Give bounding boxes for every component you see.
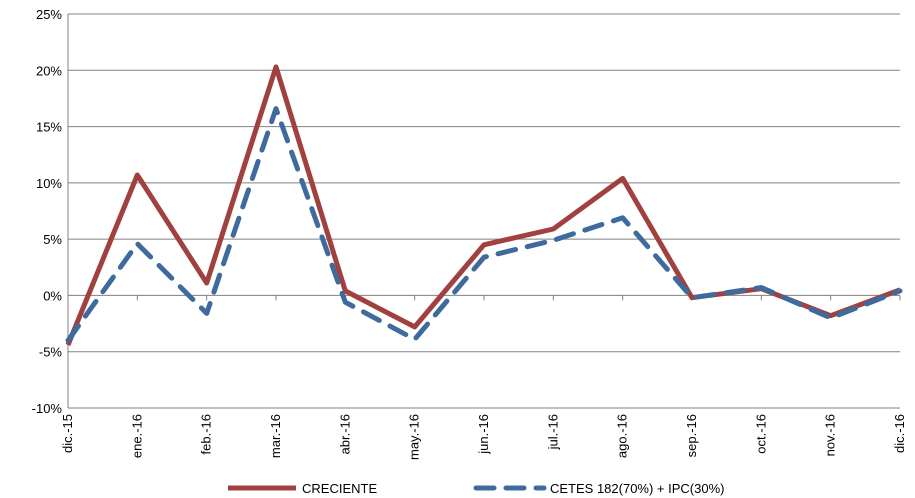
x-tick-label: dic.-16 <box>892 414 907 453</box>
x-axis-tick-labels: dic.-15 ene.-16 feb.-16 mar.-16 abr.-16 may.-… <box>60 414 907 460</box>
x-tick-label: feb.-16 <box>199 414 214 454</box>
x-tick-label: may.-16 <box>407 414 422 460</box>
x-tick-label: sep.-16 <box>684 414 699 457</box>
x-tick-label: ene.-16 <box>129 414 144 458</box>
legend-label-cetes-ipc: CETES 182(70%) + IPC(30%) <box>550 481 724 496</box>
x-tick-label: jul.-16 <box>545 414 560 450</box>
y-tick-label: 20% <box>36 63 62 78</box>
legend-label-creciente: CRECIENTE <box>302 481 377 496</box>
x-tick-label: ago.-16 <box>615 414 630 458</box>
axes <box>67 14 901 409</box>
y-axis-tick-labels: -10% -5% 0% 5% 10% 15% 20% 25% <box>32 7 63 416</box>
series-lines <box>65 64 903 346</box>
x-tick-label: mar.-16 <box>268 414 283 458</box>
x-tick-label: jun.-16 <box>476 414 491 455</box>
y-tick-label: -5% <box>39 345 63 360</box>
legend: CRECIENTE CETES 182(70%) + IPC(30%) <box>228 481 724 496</box>
series-line-cetes-ipc <box>65 106 903 343</box>
gridlines <box>68 13 900 353</box>
y-tick-label: 10% <box>36 176 62 191</box>
x-tick-label: abr.-16 <box>337 414 352 454</box>
y-tick-label: 5% <box>43 232 62 247</box>
x-tick-label: nov.-16 <box>823 414 838 456</box>
x-tick-label: dic.-15 <box>60 414 75 453</box>
y-tick-label: 25% <box>36 7 62 22</box>
y-tick-label: 15% <box>36 120 62 135</box>
y-tick-label: -10% <box>32 401 63 416</box>
series-line-creciente <box>65 64 901 346</box>
x-tick-label: oct.-16 <box>753 414 768 454</box>
y-tick-label: 0% <box>43 288 62 303</box>
